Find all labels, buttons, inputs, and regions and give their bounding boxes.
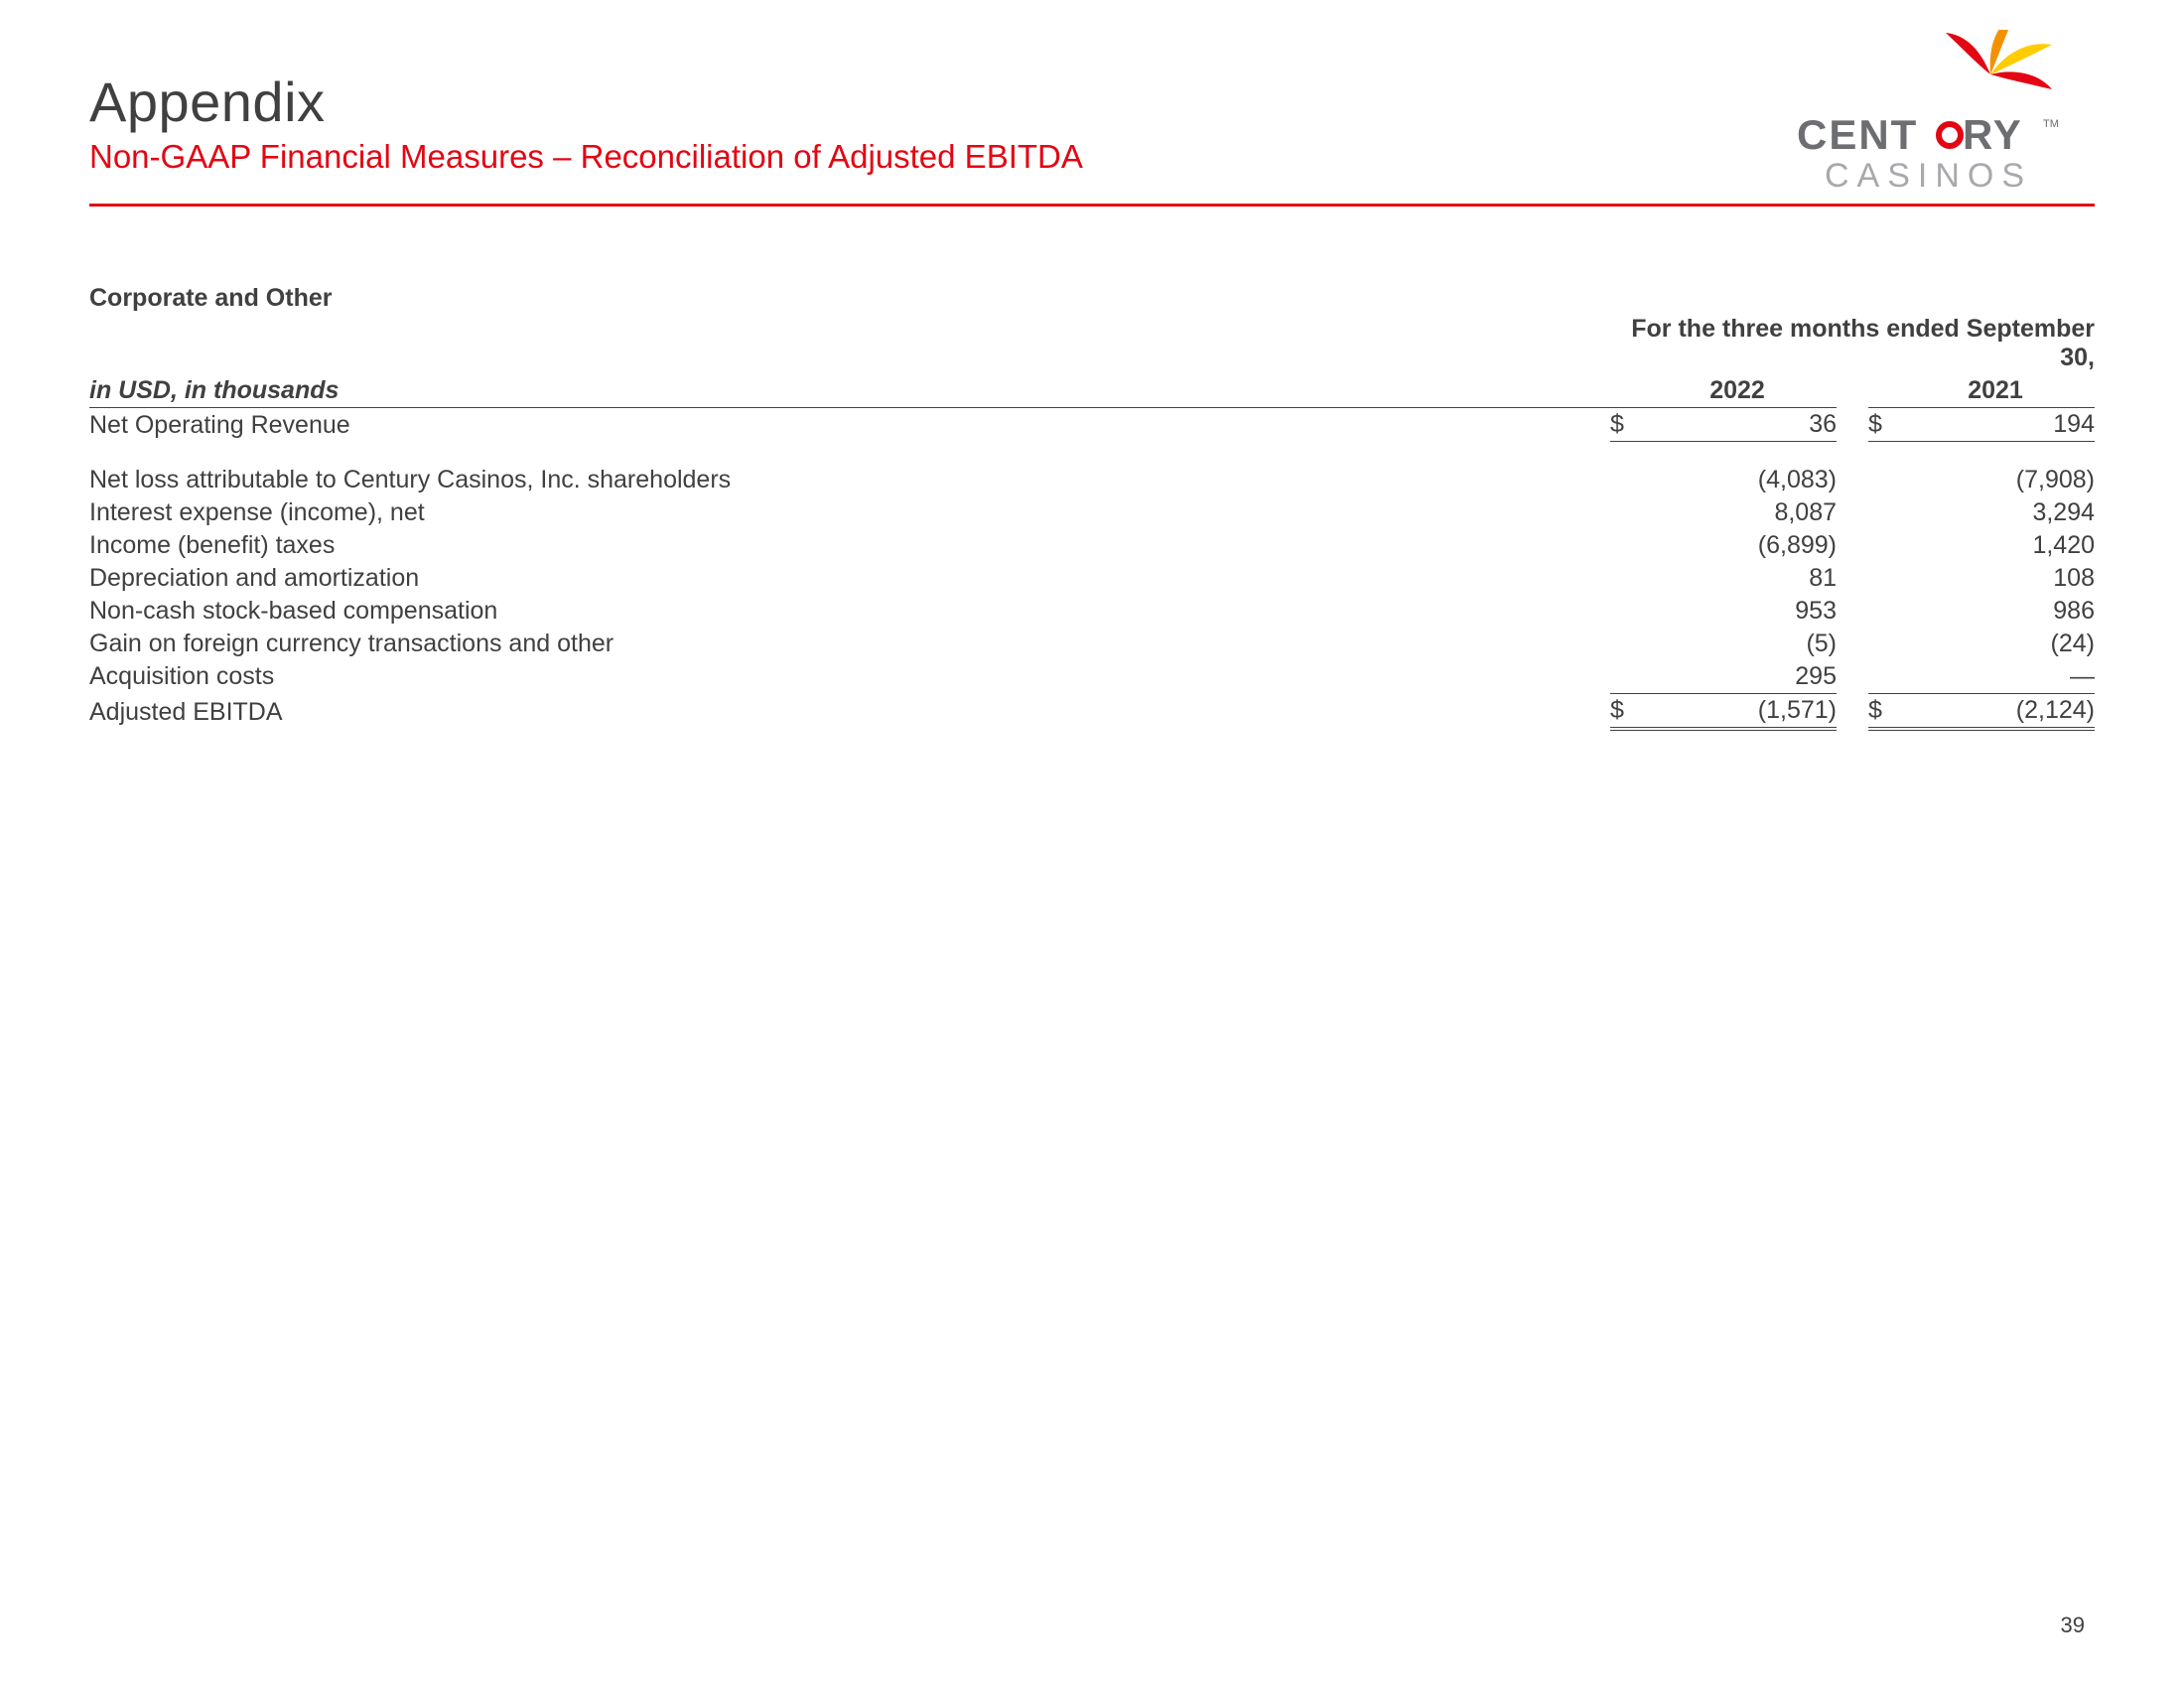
svg-text:CENT: CENT (1797, 111, 1918, 158)
table-row: Income (benefit) taxes (6,899) 1,420 (89, 529, 2095, 562)
svg-text:CASINOS: CASINOS (1825, 157, 2032, 195)
table-row: Net loss attributable to Century Casinos… (89, 464, 2095, 496)
svg-text:RY: RY (1963, 111, 2023, 158)
year-a: 2022 (1638, 374, 1837, 408)
page-subtitle: Non-GAAP Financial Measures – Reconcilia… (89, 138, 2095, 176)
period-label: For the three months ended September 30, (1610, 313, 2095, 374)
svg-text:TM: TM (2043, 118, 2059, 130)
page-number: 39 (2061, 1613, 2085, 1638)
divider (89, 204, 2095, 207)
table-row: Interest expense (income), net 8,087 3,2… (89, 496, 2095, 529)
table-row: Depreciation and amortization 81 108 (89, 562, 2095, 595)
company-logo: CENT RY TM CASINOS (1797, 30, 2095, 204)
units-label: in USD, in thousands (89, 374, 1610, 408)
table-row: Net Operating Revenue $ 36 $ 194 (89, 408, 2095, 442)
table-row: Non-cash stock-based compensation 953 98… (89, 595, 2095, 628)
header: Appendix Non-GAAP Financial Measures – R… (89, 70, 2095, 176)
table-row: Acquisition costs 295 — (89, 660, 2095, 694)
reconciliation-table: For the three months ended September 30,… (89, 313, 2095, 731)
table-row: Gain on foreign currency transactions an… (89, 628, 2095, 660)
year-b: 2021 (1896, 374, 2095, 408)
table-row-total: Adjusted EBITDA $ (1,571) $ (2,124) (89, 693, 2095, 729)
page-title: Appendix (89, 70, 2095, 134)
section-heading: Corporate and Other (89, 284, 2095, 313)
